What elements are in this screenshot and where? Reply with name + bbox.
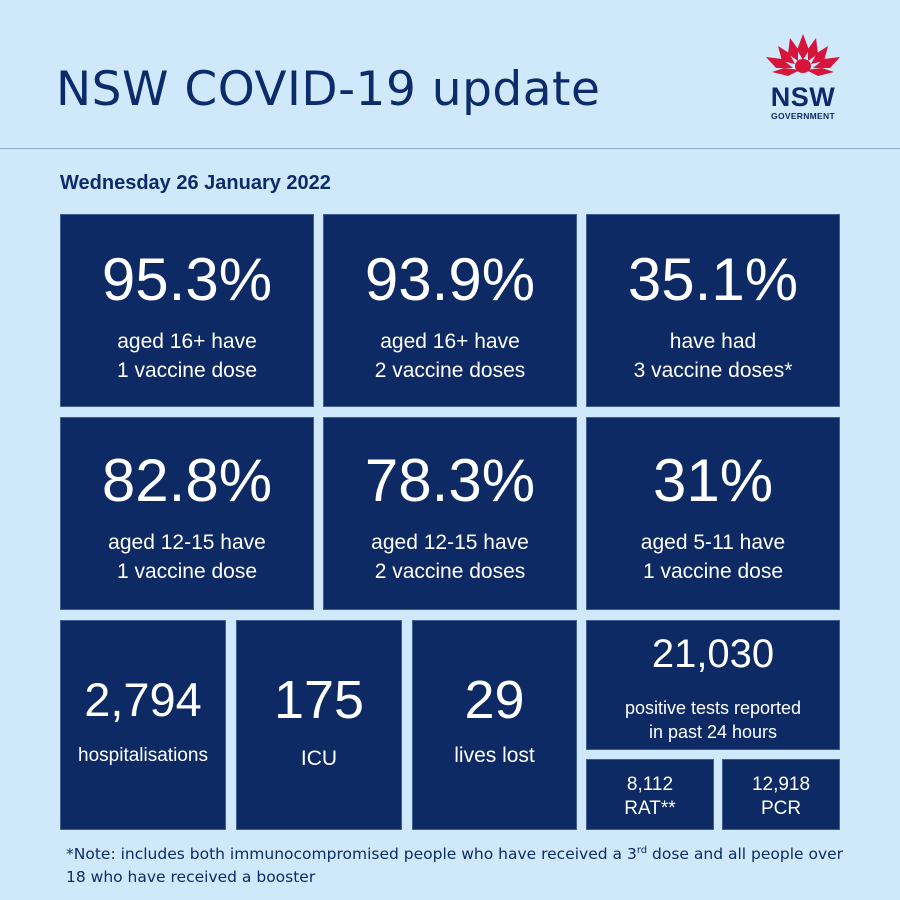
lives-lost-tile: 29 lives lost — [412, 620, 577, 830]
lives-lost-value: 29 — [464, 670, 525, 730]
icu-tile: 175 ICU — [236, 620, 402, 830]
hospitalisations-value: 2,794 — [84, 673, 202, 726]
tile-label-line2: 3 vaccine doses* — [633, 359, 793, 382]
tile-label-line1: have had — [669, 330, 757, 353]
logo-wordmark: NSW — [770, 82, 836, 112]
icu-value: 175 — [273, 670, 365, 730]
waratah-flower-icon — [766, 34, 840, 76]
tile-value: 78.3% — [364, 447, 536, 514]
tile-value: 93.9% — [364, 246, 536, 313]
tile-label-line1: aged 16+ have — [117, 330, 257, 353]
positive-tests-label-line2: in past 24 hours — [648, 722, 778, 742]
header-divider — [0, 148, 900, 149]
lives-lost-label: lives lost — [454, 744, 535, 767]
pcr-value: 12,918 — [751, 774, 811, 795]
rat-label: RAT** — [624, 798, 676, 819]
hospitalisations-tile: 2,794 hospitalisations — [60, 620, 226, 830]
nsw-government-logo: NSW GOVERNMENT — [758, 30, 848, 125]
tile-value: 31% — [652, 447, 774, 514]
pcr-tile: 12,918 PCR — [722, 759, 840, 830]
footnote-text-1: *Note: includes both immunocompromised p… — [66, 845, 637, 863]
pcr-label: PCR — [760, 798, 802, 819]
footnote: *Note: includes both immunocompromised p… — [66, 843, 846, 889]
report-date: Wednesday 26 January 2022 — [60, 172, 331, 194]
tile-label-line1: aged 5-11 have — [640, 531, 786, 554]
tile-label-line2: 2 vaccine doses — [374, 359, 526, 382]
footnote-superscript: rd — [636, 844, 648, 856]
vaccine-tile-16plus-dose2: 93.9% aged 16+ have 2 vaccine doses — [323, 214, 577, 407]
tile-label-line2: 1 vaccine dose — [116, 560, 258, 583]
tile-value: 35.1% — [627, 246, 799, 313]
tile-label-line1: aged 12-15 have — [108, 531, 266, 554]
tile-label-line2: 2 vaccine doses — [374, 560, 526, 583]
tile-label-line1: aged 12-15 have — [371, 531, 529, 554]
hospitalisations-label: hospitalisations — [78, 745, 208, 766]
vaccine-tile-16plus-dose1: 95.3% aged 16+ have 1 vaccine dose — [60, 214, 314, 407]
logo-subtitle: GOVERNMENT — [771, 111, 835, 121]
tile-value: 95.3% — [101, 246, 273, 313]
tile-value: 82.8% — [101, 447, 273, 514]
rat-tile: 8,112 RAT** — [586, 759, 714, 830]
positive-tests-tile: 21,030 positive tests reported in past 2… — [586, 620, 840, 750]
rat-value: 8,112 — [626, 774, 674, 795]
icu-label: ICU — [300, 747, 338, 770]
tile-label-line2: 1 vaccine dose — [642, 560, 784, 583]
footnote-text-2: dose and all people over 18 who have rec… — [66, 845, 844, 886]
positive-tests-label-line1: positive tests reported — [624, 698, 802, 718]
tile-label-line2: 1 vaccine dose — [116, 359, 258, 382]
vaccine-tile-12to15-dose2: 78.3% aged 12-15 have 2 vaccine doses — [323, 417, 577, 610]
vaccine-tile-dose3: 35.1% have had 3 vaccine doses* — [586, 214, 840, 407]
vaccine-tile-5to11-dose1: 31% aged 5-11 have 1 vaccine dose — [586, 417, 840, 610]
tile-label-line1: aged 16+ have — [380, 330, 520, 353]
page-title: NSW COVID-19 update — [56, 62, 601, 117]
vaccine-tile-12to15-dose1: 82.8% aged 12-15 have 1 vaccine dose — [60, 417, 314, 610]
positive-tests-value: 21,030 — [651, 632, 775, 676]
